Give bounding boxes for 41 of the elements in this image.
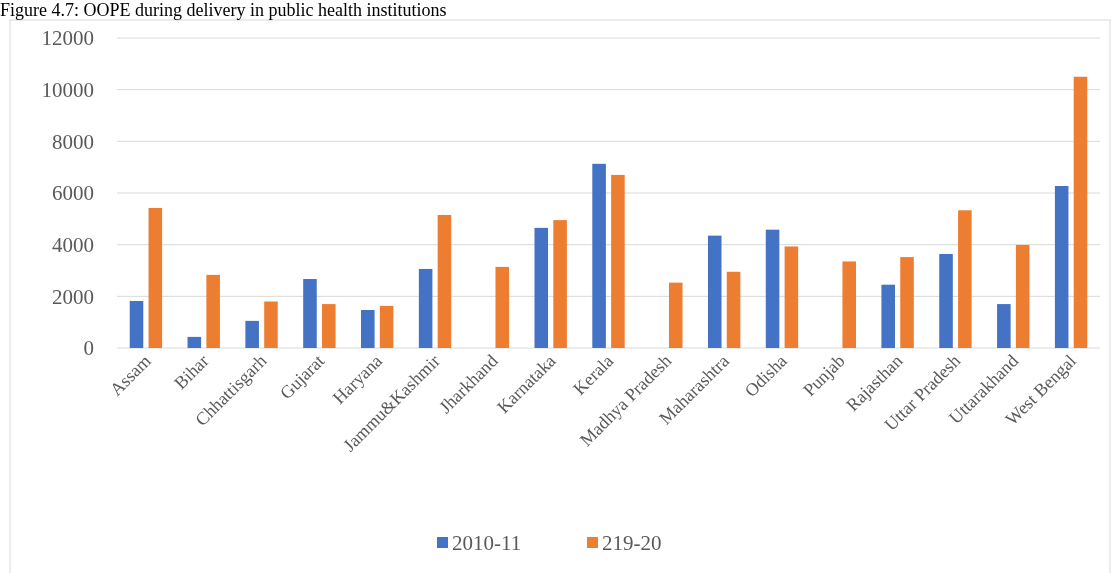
bar [303,279,317,348]
bar [611,174,625,348]
chart-title: Figure 4.7: OOPE during delivery in public health institutions [0,0,447,20]
bar [900,257,914,348]
bar [534,227,549,348]
bar [939,253,953,348]
bar [842,261,856,348]
bar [1073,76,1088,348]
bar [322,304,336,348]
bar [997,304,1011,348]
bar [881,284,895,348]
y-tick-label: 8000 [52,129,94,154]
bar [187,336,202,348]
bar [553,220,567,348]
bar [379,305,394,348]
bar [1015,244,1030,348]
bar [148,207,163,348]
bar [1054,186,1069,348]
legend-label: 2010-11 [452,531,522,556]
bar [958,210,972,348]
y-tick-label: 6000 [52,181,94,206]
y-tick-label: 10000 [41,78,94,103]
bar [592,163,606,348]
bar [495,266,510,348]
bar [418,268,433,348]
bar [129,300,144,348]
bar [707,235,722,348]
bar [726,271,741,348]
y-tick-label: 2000 [52,284,94,309]
y-tick-label: 0 [83,336,94,361]
bar [245,320,259,348]
y-tick-label: 4000 [52,233,94,258]
bar [361,310,375,348]
bar [206,274,220,348]
y-tick-label: 12000 [41,26,94,51]
bar [765,229,780,348]
bar [437,214,452,348]
bar [264,301,278,348]
bar [668,282,683,348]
legend-label: 219-20 [602,531,662,556]
bar [784,246,799,348]
